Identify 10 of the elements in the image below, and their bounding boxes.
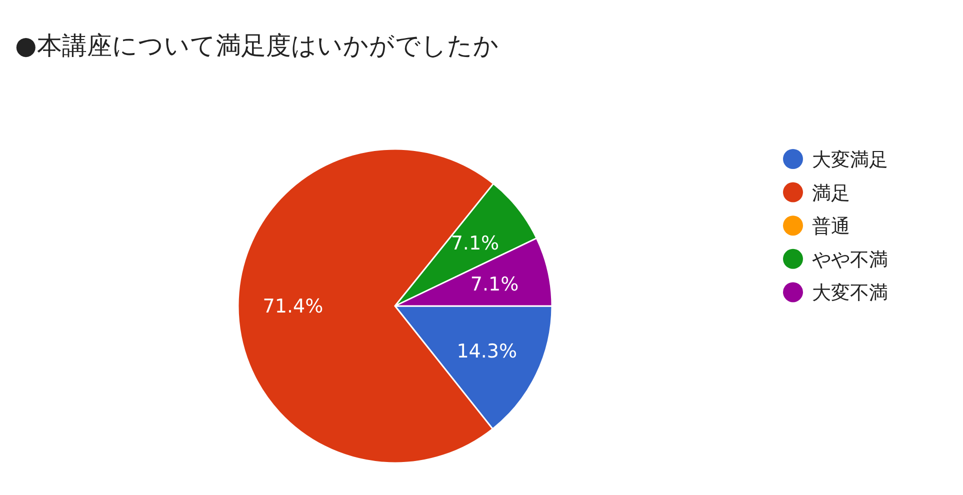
data-label: 14.3%: [456, 340, 518, 362]
legend-label: 大変満足: [812, 149, 888, 171]
legend-label: 大変不満: [812, 282, 888, 304]
data-label: 7.1%: [470, 273, 519, 296]
legend-label: 満足: [812, 182, 850, 204]
chart-title: ●本講座について満足度はいかがでしたか: [15, 31, 499, 60]
legend-label: 普通: [812, 216, 850, 238]
data-label: 71.4%: [262, 296, 324, 318]
data-label: 7.1%: [450, 232, 500, 255]
legend-label: やや不満: [812, 248, 888, 271]
